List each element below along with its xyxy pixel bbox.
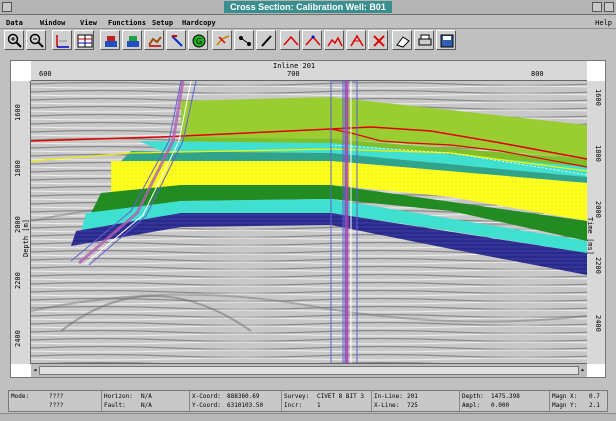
title-bar: Cross Section: Calibration Well: B01	[0, 0, 616, 15]
xcoord-label: X-Coord:	[192, 393, 221, 400]
left-depth-ruler: 1600 1800 2000 2200 2400 Depth [m]	[11, 81, 31, 364]
status-divider	[281, 391, 282, 411]
right-tick: 2200	[594, 257, 602, 274]
status-divider	[549, 391, 550, 411]
top-tick: 800	[531, 70, 544, 78]
seismic-section-graphic[interactable]	[31, 81, 587, 364]
minimize-button[interactable]	[592, 2, 602, 12]
right-tick: 1600	[594, 89, 602, 106]
horizontal-scrollbar[interactable]: ◂ ▸	[31, 363, 587, 377]
svg-text:G: G	[196, 37, 202, 46]
magnx-label: Magn X:	[552, 393, 578, 400]
incr-label: Incr:	[284, 402, 303, 409]
magny-label: Magn Y:	[552, 402, 578, 409]
ampl-value: 0.000	[491, 402, 510, 409]
left-tick: 2400	[14, 330, 22, 347]
left-tick: 2000	[14, 216, 22, 233]
survey-label: Survey:	[284, 393, 310, 400]
menu-view[interactable]: View	[80, 19, 97, 27]
right-tick: 1800	[594, 145, 602, 162]
go-icon[interactable]: G	[188, 30, 208, 50]
menu-hardcopy[interactable]: Hardcopy	[182, 19, 216, 27]
axes-icon[interactable]	[52, 30, 72, 50]
connect-icon[interactable]	[234, 30, 254, 50]
ampl-label: Ampl:	[462, 402, 481, 409]
left-tick: 2200	[14, 272, 22, 289]
pick-icon[interactable]	[166, 30, 186, 50]
depth-label: Depth:	[462, 393, 484, 400]
save-icon[interactable]	[436, 30, 456, 50]
top-tick: 600	[39, 70, 52, 78]
window-title: Cross Section: Calibration Well: B01	[0, 1, 616, 13]
seismic-section[interactable]	[31, 81, 587, 364]
scrollbar-thumb[interactable]	[39, 366, 579, 375]
bottom-scroll-strip[interactable]	[0, 413, 616, 421]
window-menu-button[interactable]	[2, 2, 12, 12]
status-divider	[189, 391, 190, 411]
maximize-button[interactable]	[604, 2, 614, 12]
horizon-edit-icon[interactable]	[302, 30, 322, 50]
magny-value: 2.1	[589, 402, 600, 409]
grid-icon[interactable]	[74, 30, 94, 50]
mode-value-row2: ????	[49, 402, 64, 409]
menu-bar: Data Window View Functions Setup Hardcop…	[0, 16, 616, 29]
status-divider	[371, 391, 372, 411]
multi-pick-icon[interactable]	[324, 30, 344, 50]
inline-value: 201	[407, 393, 418, 400]
mode-value: ????	[49, 393, 64, 400]
left-tick: 1600	[14, 104, 22, 121]
incr-value: 1	[317, 402, 321, 409]
top-ruler: Inline 201 600 700 800	[31, 61, 587, 81]
eraser-icon[interactable]	[392, 30, 412, 50]
fault-icon[interactable]	[212, 30, 232, 50]
fault-label: Fault:	[104, 402, 126, 409]
status-divider	[459, 391, 460, 411]
horizon-icon[interactable]	[144, 30, 164, 50]
xcoord-value: 888360.69	[227, 393, 260, 400]
pencil-icon[interactable]	[256, 30, 276, 50]
right-tick: 2400	[594, 315, 602, 332]
xline-value: 725	[407, 402, 418, 409]
ycoord-value: 6310103.50	[227, 402, 264, 409]
magnx-value: 0.7	[589, 393, 600, 400]
layers-alt-icon[interactable]	[122, 30, 142, 50]
layers-icon[interactable]	[100, 30, 120, 50]
right-time-ruler: 1600 1800 2000 2200 2400 Time [ms]	[585, 81, 605, 364]
right-tick: 2000	[594, 201, 602, 218]
horizon-pick-icon[interactable]	[280, 30, 300, 50]
zoom-in-icon[interactable]	[4, 30, 24, 50]
horizon-value: N/A	[141, 393, 152, 400]
menu-help[interactable]: Help	[595, 19, 612, 27]
scroll-right-arrow-icon[interactable]: ▸	[580, 366, 586, 374]
right-axis-title: Time [ms]	[586, 217, 594, 255]
status-divider	[101, 391, 102, 411]
xline-label: X-Line:	[374, 402, 400, 409]
inline-label: In-Line:	[374, 393, 403, 400]
menu-setup[interactable]: Setup	[152, 19, 174, 27]
zoom-out-icon[interactable]	[26, 30, 46, 50]
ycoord-label: Y-Coord:	[192, 402, 221, 409]
fault-value: N/A	[141, 402, 152, 409]
depth-value: 1475.398	[491, 393, 520, 400]
delete-icon[interactable]	[368, 30, 388, 50]
left-tick: 1800	[14, 160, 22, 177]
top-axis-title: Inline 201	[273, 62, 316, 70]
split-icon[interactable]	[346, 30, 366, 50]
menu-window[interactable]: Window	[40, 19, 66, 27]
top-tick: 700	[287, 70, 300, 78]
cross-section-plot: Inline 201 600 700 800 1600 1800 2000 22…	[10, 60, 606, 378]
left-axis-title: Depth [m]	[22, 219, 30, 257]
printer-icon[interactable]	[414, 30, 434, 50]
scroll-left-arrow-icon[interactable]: ◂	[32, 366, 38, 374]
horizon-label: Horizon:	[104, 393, 133, 400]
status-bar: Mode: ???? ???? Horizon: N/A Fault: N/A …	[8, 390, 608, 412]
survey-value: CIVET 8 BIT 3	[317, 393, 364, 400]
mode-label: Mode:	[11, 393, 30, 400]
menu-functions[interactable]: Functions	[108, 19, 146, 27]
menu-data[interactable]: Data	[6, 19, 23, 27]
